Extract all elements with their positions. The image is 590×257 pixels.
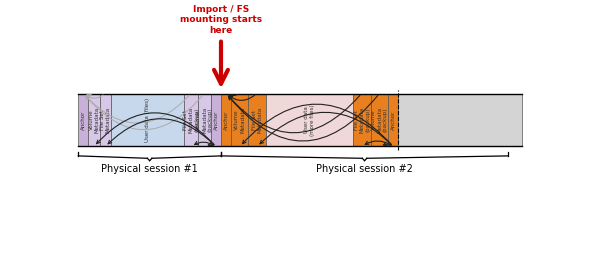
Text: File Set
Metadata: File Set Metadata xyxy=(100,107,111,133)
Text: User data
(more files): User data (more files) xyxy=(304,104,314,136)
Text: Volume
Metadata
(backup): Volume Metadata (backup) xyxy=(196,107,213,133)
Bar xyxy=(221,94,231,146)
Bar xyxy=(231,94,248,146)
Text: Volume
Metadata: Volume Metadata xyxy=(234,107,245,133)
Text: Anchor: Anchor xyxy=(224,110,228,130)
Text: File Set
Metadata: File Set Metadata xyxy=(252,107,263,133)
Bar xyxy=(211,94,221,146)
Bar xyxy=(371,94,388,146)
Text: Anchor: Anchor xyxy=(214,110,218,130)
Text: User data (files): User data (files) xyxy=(145,98,150,142)
Bar xyxy=(198,94,211,146)
Bar xyxy=(248,94,266,146)
Text: Physical session #2: Physical session #2 xyxy=(316,164,413,174)
Bar xyxy=(185,94,198,146)
Text: Import / FS
mounting starts
here: Import / FS mounting starts here xyxy=(180,5,262,35)
Text: Anchor: Anchor xyxy=(391,110,396,130)
Bar xyxy=(88,94,100,146)
Bar xyxy=(266,94,353,146)
Bar xyxy=(100,94,112,146)
Bar xyxy=(398,94,522,146)
Text: Volume
Metadata: Volume Metadata xyxy=(88,107,100,133)
Bar xyxy=(78,94,88,146)
Text: Physical session #1: Physical session #1 xyxy=(101,164,198,174)
Text: File Set
Metadata
(backup): File Set Metadata (backup) xyxy=(353,107,370,133)
Bar xyxy=(112,94,185,146)
Bar xyxy=(388,94,398,146)
Bar xyxy=(353,94,371,146)
Text: File Set
Metadata
(backup): File Set Metadata (backup) xyxy=(183,107,199,133)
Text: Volume
Metadata
(backup): Volume Metadata (backup) xyxy=(371,107,388,133)
Text: Anchor: Anchor xyxy=(81,110,86,130)
